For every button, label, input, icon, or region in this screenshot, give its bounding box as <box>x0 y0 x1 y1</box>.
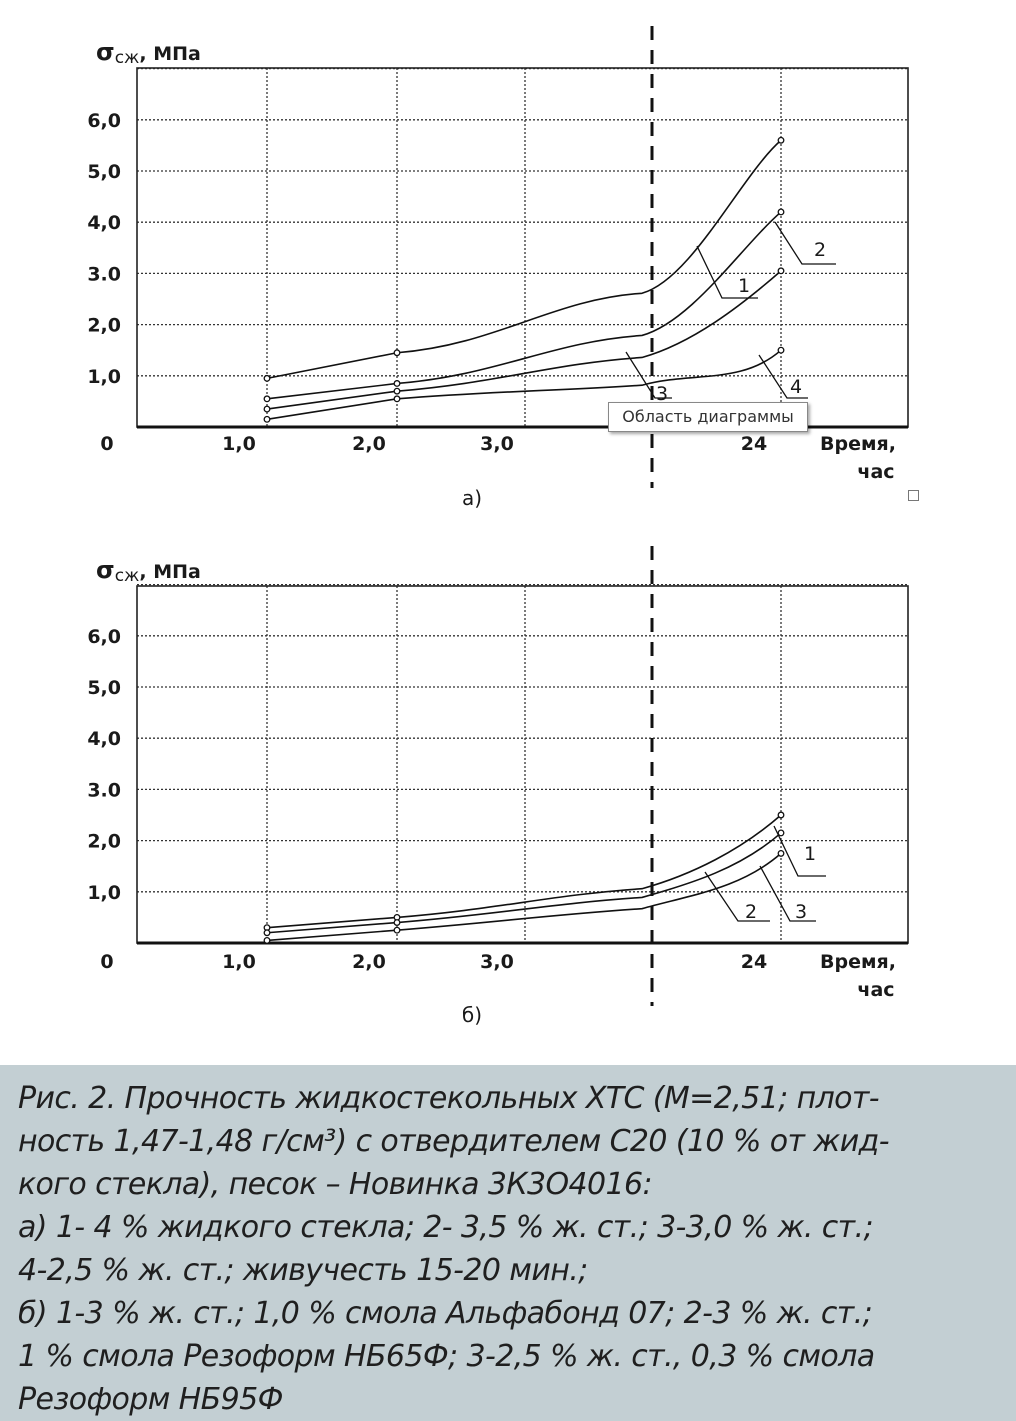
series-leader-2 <box>774 221 836 265</box>
series-label-2: 2 <box>814 239 826 261</box>
data-point <box>777 829 785 837</box>
data-point <box>393 380 401 387</box>
y-tick-label: 5,0 <box>87 677 121 699</box>
caption-line: 1 % смола Резоформ НБ65Ф; 3-2,5 % ж. ст.… <box>18 1339 875 1374</box>
caption-line: Резоформ НБ95Ф <box>18 1382 283 1417</box>
y-axis-unit: , МПа <box>139 561 200 583</box>
caption-line: Рис. 2. Прочность жидкостекольных ХТС (М… <box>18 1081 880 1116</box>
x-axis-title: Время, <box>820 951 896 973</box>
caption-text: Рис. 2. Прочность жидкостекольных ХТС (М… <box>18 1077 998 1421</box>
y-tick-label: 6,0 <box>87 626 121 648</box>
x-tick-label: 24 <box>741 433 767 455</box>
data-point <box>777 346 785 354</box>
x-tick-label: 2,0 <box>352 433 386 455</box>
series-line-3 <box>266 852 782 942</box>
series-label-1: 1 <box>738 275 750 297</box>
y-tick-label: 1,0 <box>87 366 121 388</box>
data-point <box>263 405 271 413</box>
y-axis-sigma: σ <box>96 556 115 584</box>
x-axis-title-unit: час <box>857 461 894 483</box>
series-leader-1 <box>696 245 758 299</box>
y-axis-title: σсж, МПа <box>96 38 201 68</box>
series-line-1 <box>266 814 782 929</box>
caption-line: ность 1,47-1,48 г/см³) с отвердителем С2… <box>18 1124 890 1159</box>
data-point <box>263 936 271 944</box>
series-label-1: 1 <box>804 843 816 865</box>
caption-line: кого стекла), песок – Новинка 3К3О4016: <box>18 1167 653 1202</box>
y-tick-label: 2,0 <box>87 831 121 853</box>
y-axis-unit: , МПа <box>139 43 200 65</box>
y-axis-subscript: сж <box>115 566 140 586</box>
y-tick-label: 2,0 <box>87 315 121 337</box>
y-tick-label: 6,0 <box>87 110 121 132</box>
data-point <box>777 136 785 144</box>
series-line-3 <box>266 270 782 410</box>
series-line-2 <box>266 832 782 934</box>
x-tick-label: 1,0 <box>222 951 256 973</box>
plot-frame <box>136 585 909 944</box>
x-tick-label: 3,0 <box>480 951 514 973</box>
series-label-4: 4 <box>790 376 802 398</box>
selection-handle[interactable] <box>908 490 919 501</box>
data-point <box>393 919 401 926</box>
y-tick-label: 3.0 <box>87 263 121 285</box>
data-point <box>263 415 271 423</box>
x-tick-label: 1,0 <box>222 433 256 455</box>
data-point <box>777 811 785 819</box>
y-tick-label: 3.0 <box>87 779 121 801</box>
series-line-4 <box>266 349 782 421</box>
data-point <box>393 349 401 357</box>
origin-label: 0 <box>100 951 113 973</box>
series-label-2: 2 <box>745 901 757 923</box>
data-point <box>393 395 401 403</box>
data-point <box>393 387 401 395</box>
series-leader-4 <box>758 354 808 399</box>
y-tick-label: 5,0 <box>87 161 121 183</box>
y-tick-label: 4,0 <box>87 728 121 750</box>
caption-line: 4-2,5 % ж. ст.; живучесть 15-20 мин.; <box>18 1253 588 1288</box>
data-point <box>263 374 271 382</box>
x-tick-label: 2,0 <box>352 951 386 973</box>
y-tick-label: 4,0 <box>87 212 121 234</box>
x-axis-title-unit: час <box>857 979 894 1001</box>
series-label-3: 3 <box>656 383 668 405</box>
y-tick-label: 1,0 <box>87 882 121 904</box>
x-tick-label: 3,0 <box>480 433 514 455</box>
y-axis-sigma: σ <box>96 38 115 66</box>
y-axis-subscript: сж <box>115 48 140 68</box>
tooltip-chart-area: Область диаграммы <box>608 402 808 432</box>
data-point <box>777 849 785 857</box>
series-line-1 <box>266 211 782 400</box>
series-leader-3 <box>759 865 816 922</box>
chart-panel-2: 1,0 2,0 3.0 4,0 5,0 6,0 0 1,0 2,0 3,0 24 σсж, МПа Вр… <box>87 546 909 1027</box>
x-axis-title: Время, <box>820 433 896 455</box>
series-line-2 <box>266 139 782 380</box>
panel-label: а) <box>462 486 482 510</box>
series-leader-3 <box>625 351 672 399</box>
caption-line: б) 1-3 % ж. ст.; 1,0 % смола Альфабонд 0… <box>18 1296 873 1331</box>
series-leader-1 <box>773 825 826 877</box>
figure: 1,0 2,0 3.0 4,0 5,0 6,0 0 1,0 2,0 3,0 24 σсж, МПа Вр… <box>87 26 919 1027</box>
data-point <box>393 926 401 934</box>
data-point <box>263 929 271 937</box>
data-point <box>777 208 785 216</box>
y-axis-title: σсж, МПа <box>96 556 201 586</box>
figure-caption: Рис. 2. Прочность жидкостекольных ХТС (М… <box>0 1065 1016 1421</box>
data-point <box>263 395 271 403</box>
panel-label: б) <box>462 1003 482 1027</box>
data-point <box>777 267 785 275</box>
caption-line: а) 1- 4 % жидкого стекла; 2- 3,5 % ж. ст… <box>18 1210 874 1245</box>
origin-label: 0 <box>100 433 113 455</box>
series-label-3: 3 <box>795 901 807 923</box>
x-tick-label: 24 <box>741 951 767 973</box>
series-leader-2 <box>704 871 770 922</box>
